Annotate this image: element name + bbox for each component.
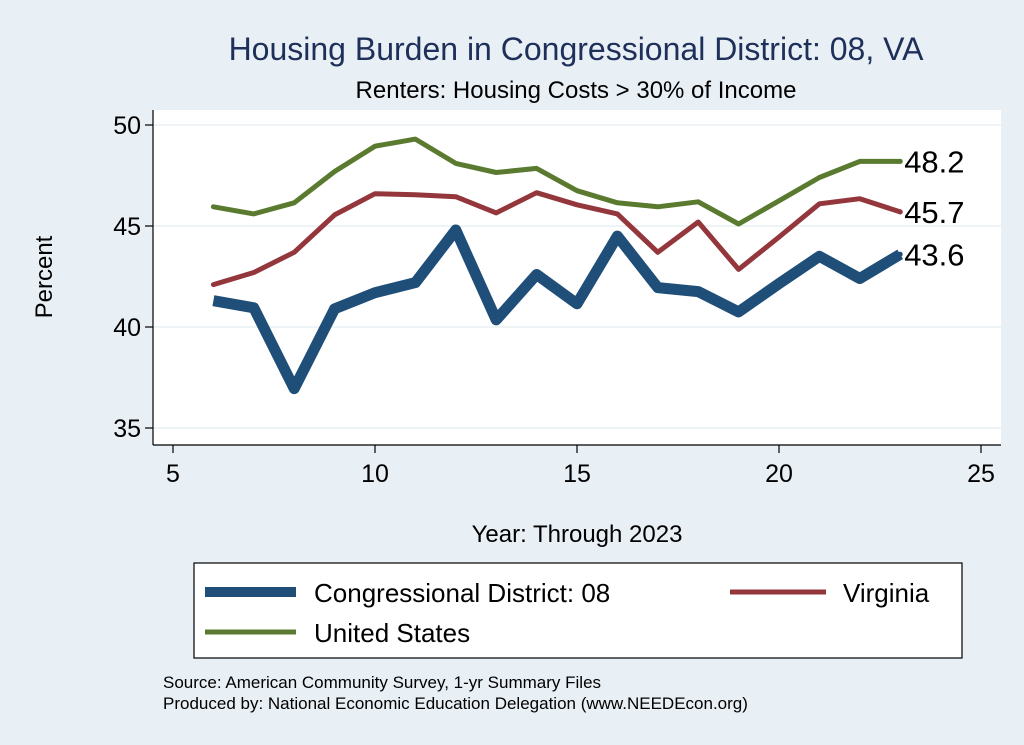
- end-value-label: 48.2: [904, 144, 964, 179]
- source-note: Source: American Community Survey, 1-yr …: [163, 673, 601, 692]
- end-labels: 43.6 45.7 48.2: [897, 144, 965, 272]
- gridlines: [153, 124, 1001, 429]
- legend: Congressional District: 08 Virginia Unit…: [193, 562, 963, 659]
- x-tick-label: 20: [765, 460, 793, 488]
- series-line-united-states: [210, 136, 903, 227]
- x-tick-label: 5: [166, 460, 180, 488]
- y-tick-label: 50: [113, 112, 141, 140]
- x-tick-label: 15: [563, 460, 591, 488]
- y-axis-title: Percent: [31, 235, 58, 318]
- series-lines: [210, 136, 904, 395]
- y-ticks: 35 40 45 50: [113, 112, 153, 443]
- legend-label-united-states: United States: [314, 618, 470, 648]
- series-line-district: [212, 224, 904, 395]
- chart-subtitle: Renters: Housing Costs > 30% of Income: [356, 77, 797, 104]
- end-value-label: 43.6: [904, 237, 964, 272]
- legend-label-district: Congressional District: 08: [314, 578, 610, 608]
- x-tick-label: 10: [361, 460, 389, 488]
- end-point-marker: [897, 158, 903, 164]
- producer-note: Produced by: National Economic Education…: [163, 694, 748, 713]
- x-ticks: 5 10 15 20 25: [166, 445, 995, 488]
- chart-title: Housing Burden in Congressional District…: [229, 31, 925, 67]
- legend-box: [193, 562, 963, 659]
- end-value-label: 45.7: [904, 195, 964, 230]
- series-line-virginia: [210, 190, 903, 288]
- end-point-marker: [897, 251, 903, 257]
- y-tick-label: 45: [113, 213, 141, 241]
- y-tick-label: 35: [113, 415, 141, 443]
- y-tick-label: 40: [113, 314, 141, 342]
- x-tick-label: 25: [967, 460, 995, 488]
- x-axis-title: Year: Through 2023: [472, 521, 683, 548]
- end-point-marker: [897, 209, 903, 215]
- legend-label-virginia: Virginia: [843, 578, 930, 608]
